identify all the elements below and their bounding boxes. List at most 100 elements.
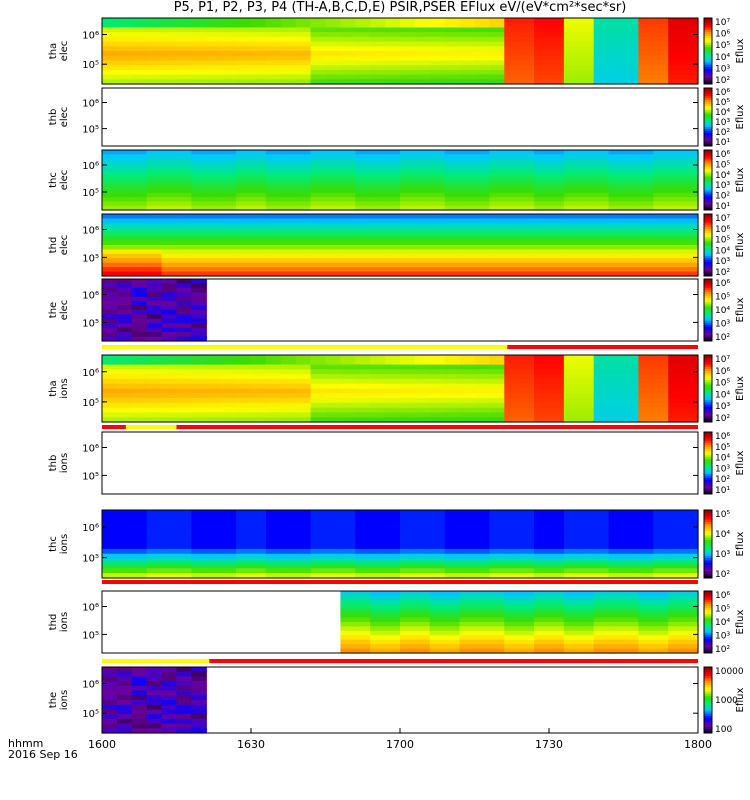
colorbar-tick-label: 10⁵ [715, 379, 730, 389]
colorbar-label: Eflux [735, 376, 746, 401]
y-tick-label: 10⁶ [82, 523, 99, 534]
colorbar-tick-label: 10⁵ [715, 605, 730, 615]
colorbar-tick-label: 10³ [715, 464, 730, 474]
colorbar-tick-label: 10² [715, 414, 730, 424]
panel-frame [101, 213, 699, 277]
colorbar-tick-label: 10⁶ [715, 591, 730, 601]
colorbar-tick-label: 10² [715, 570, 730, 580]
colorbar-label: Eflux [735, 38, 746, 63]
colorbar-tick-label: 10² [715, 645, 730, 655]
x-tick-label: 1800 [684, 738, 712, 751]
colorbar-tick-label: 10⁶ [715, 279, 730, 289]
date-label: 2016 Sep 16 [8, 748, 78, 761]
colorbar-tick-label: 10⁶ [715, 88, 730, 98]
colorbar-tick-label: 10⁷ [715, 355, 730, 365]
colorbar: 10⁵ 10⁴ 10³ 10² Eflux [703, 509, 746, 580]
panel-label: thdelec [48, 235, 70, 256]
colorbar-label: Eflux [735, 531, 746, 556]
y-tick-label: 10⁵ [82, 60, 99, 71]
colorbar-tick-label: 10⁴ [715, 530, 730, 540]
colorbar-label: Eflux [735, 167, 746, 192]
y-tick-label: 10⁶ [82, 161, 99, 172]
colorbar-label: Eflux [735, 232, 746, 257]
colorbar: 10⁶ 10⁵ 10⁴ 10³ 10² Eflux [703, 590, 746, 655]
colorbar: 10000 1000 100 Eflux [703, 666, 746, 735]
y-tick-label: 10⁶ [82, 99, 99, 110]
panel-frame [101, 278, 699, 342]
colorbar-tick-label: 10³ [715, 64, 730, 74]
colorbar-tick-label: 10⁴ [715, 171, 730, 181]
colorbar: 10⁶ 10⁵ 10⁴ 10³ 10² Eflux [703, 278, 746, 343]
colorbar-tick-label: 100 [715, 725, 732, 735]
x-tick-label: 1700 [386, 738, 414, 751]
colorbar-tick-label: 10⁴ [715, 246, 730, 256]
y-tick-label: 10⁵ [82, 398, 99, 409]
chart-title: P5, P1, P2, P3, P4 (TH-A,B,C,D,E) PSIR,P… [173, 0, 627, 15]
panel-label: thaelec [48, 41, 70, 62]
colorbar-tick-label: 10² [715, 333, 730, 343]
colorbar-tick-label: 10⁴ [715, 108, 730, 118]
colorbar-tick-label: 10⁶ [715, 225, 730, 235]
colorbar-tick-label: 10³ [715, 320, 730, 330]
y-tick-label: 10⁶ [82, 368, 99, 379]
colorbar-tick-label: 10² [715, 475, 730, 485]
y-tick-label: 10⁶ [82, 291, 99, 302]
colorbar-tick-label: 10⁵ [715, 98, 730, 108]
colorbar-tick-label: 10⁶ [715, 30, 730, 40]
colorbar-tick-label: 10⁴ [715, 306, 730, 316]
colorbar-tick-label: 10³ [715, 257, 730, 267]
colorbar-tick-label: 10⁴ [715, 53, 730, 63]
colorbar-tick-label: 10¹ [715, 486, 730, 496]
colorbar-tick-label: 10000 [715, 667, 744, 677]
colorbar-label: Eflux [735, 450, 746, 475]
colorbar-tick-label: 10⁵ [715, 510, 730, 520]
panel-label: thbelec [48, 107, 70, 128]
colorbar-tick-label: 10⁴ [715, 390, 730, 400]
mode-status-bar [102, 580, 698, 584]
y-tick-label: 10⁵ [82, 709, 99, 720]
x-tick-label: 1630 [237, 738, 265, 751]
panel-frame [101, 431, 699, 495]
panel-frame [101, 590, 699, 654]
time-format-label: hhmm [8, 737, 44, 750]
panel-frame [101, 509, 699, 579]
x-tick-label: 1730 [535, 738, 563, 751]
colorbar-tick-label: 10² [715, 192, 730, 202]
y-tick-label: 10⁵ [82, 630, 99, 641]
colorbar-tick-label: 10⁶ [715, 150, 730, 160]
colorbar-tick-label: 10¹ [715, 138, 730, 148]
colorbar-tick-label: 10³ [715, 118, 730, 128]
panel-label: thbions [48, 453, 70, 473]
panel-label: thaions [48, 378, 70, 398]
colorbar-label: Eflux [735, 609, 746, 634]
colorbar-tick-label: 10³ [715, 181, 730, 191]
colorbar-tick-label: 10³ [715, 550, 730, 560]
colorbar-tick-label: 10⁵ [715, 236, 730, 246]
panel-label: thcions [48, 534, 70, 554]
panel-frame [101, 149, 699, 211]
x-axis: 1600 1630 1700 1730 1800 [88, 728, 712, 751]
colorbar-tick-label: 10² [715, 268, 730, 278]
panel-label: theelec [48, 300, 70, 321]
y-tick-label: 10⁶ [82, 31, 99, 42]
colorbar-label: Eflux [735, 104, 746, 129]
y-tick-label: 10⁶ [82, 680, 99, 691]
colorbar-tick-label: 10⁷ [715, 18, 730, 28]
y-tick-label: 10⁵ [82, 318, 99, 329]
colorbar-tick-label: 10⁵ [715, 41, 730, 51]
mode-status-bar [102, 345, 698, 349]
colorbar-label: Eflux [735, 297, 746, 322]
colorbar-tick-label: 10¹ [715, 202, 730, 212]
y-tick-label: 10⁵ [82, 125, 99, 136]
colorbar-tick-label: 10⁵ [715, 293, 730, 303]
y-tick-label: 10⁶ [82, 226, 99, 237]
panel-label: thcelec [48, 170, 70, 191]
